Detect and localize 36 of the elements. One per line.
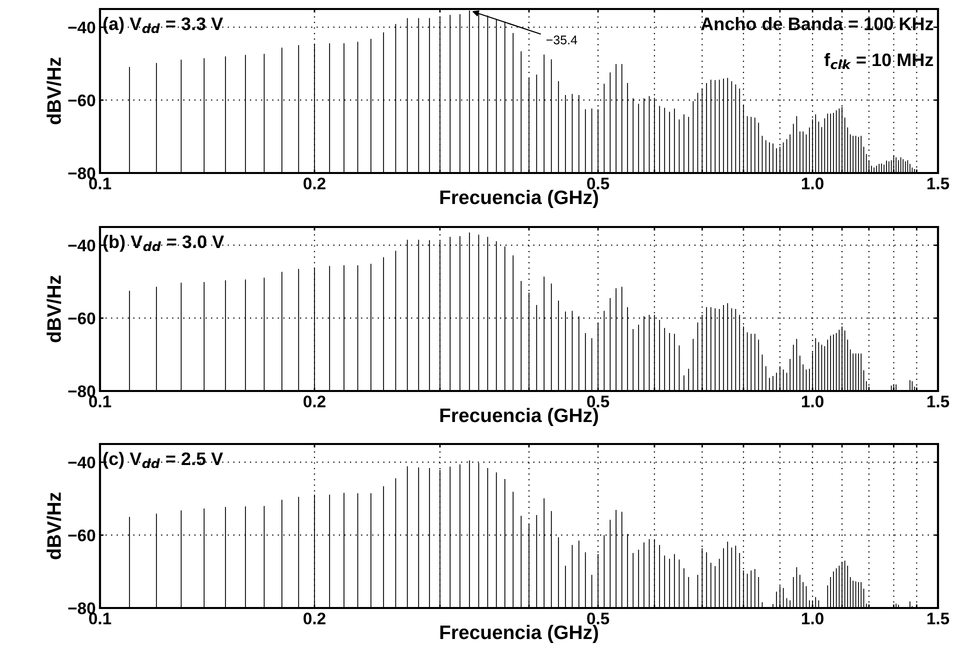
annotation: f$_{clk}$ = 10 MHz xyxy=(824,52,934,70)
y-tick-label: −60 xyxy=(68,530,96,542)
y-tick-label: −40 xyxy=(68,22,96,34)
x-tick-label: 0.2 xyxy=(304,396,326,408)
x-tick-label: 1.0 xyxy=(802,178,824,190)
x-tick-label: 0.2 xyxy=(304,178,326,190)
x-tick-label: 0.5 xyxy=(587,396,610,408)
x-tick-label: 1.0 xyxy=(802,612,824,624)
y-tick-label: −40 xyxy=(68,456,96,468)
annotation: (a) V$_{dd}$ = 3.3 V xyxy=(103,16,224,34)
y-axis-title: dBV/Hz xyxy=(46,492,62,560)
annotation: (b) V$_{dd}$ = 3.0 V xyxy=(103,234,224,252)
x-tick-label: 0.5 xyxy=(587,612,610,624)
x-axis-title: Frecuencia (GHz) xyxy=(440,408,598,426)
y-tick-label: −80 xyxy=(68,167,96,180)
y-tick-label: −40 xyxy=(68,240,96,252)
x-axis-title: Frecuencia (GHz) xyxy=(440,624,598,644)
annotation: Ancho de Banda = 100 KHz xyxy=(700,16,934,30)
x-tick-label: 1.5 xyxy=(927,396,950,408)
x-tick-label: 1.0 xyxy=(802,396,824,408)
x-tick-label: 0.2 xyxy=(304,612,326,624)
x-tick-label: 0.1 xyxy=(89,396,112,408)
x-axis-title: Frecuencia (GHz) xyxy=(440,190,598,208)
x-tick-label: 1.5 xyxy=(927,178,950,190)
y-axis-title: dBV/Hz xyxy=(46,58,62,124)
y-tick-label: −60 xyxy=(68,94,96,106)
y-tick-label: −80 xyxy=(68,385,96,398)
x-tick-label: 0.5 xyxy=(587,178,610,190)
x-tick-label: 0.1 xyxy=(89,178,112,190)
annotation: −35.4 xyxy=(546,36,578,44)
annotation: (c) V$_{dd}$ = 2.5 V xyxy=(103,452,224,469)
y-tick-label: −60 xyxy=(68,312,96,324)
y-axis-title: dBV/Hz xyxy=(46,276,62,342)
x-tick-label: 1.5 xyxy=(927,612,950,624)
x-tick-label: 0.1 xyxy=(89,612,112,624)
y-tick-label: −80 xyxy=(68,602,96,614)
